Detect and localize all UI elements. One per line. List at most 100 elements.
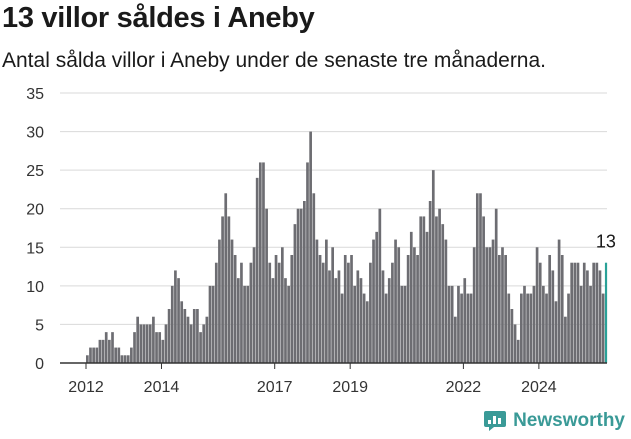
bar [240, 262, 243, 363]
bar [397, 247, 401, 363]
bar [381, 270, 385, 363]
bar [504, 255, 507, 363]
bar [598, 270, 602, 363]
bar [315, 239, 319, 363]
bar [224, 193, 228, 363]
bar [554, 301, 558, 363]
y-tick-label: 25 [26, 163, 44, 180]
bar [510, 309, 514, 363]
y-tick-label: 20 [26, 202, 44, 219]
bar [422, 216, 426, 363]
bar [145, 324, 149, 363]
bar [123, 355, 127, 363]
bar [485, 247, 489, 363]
bar [262, 162, 265, 363]
bar [186, 316, 190, 363]
y-tick-label: 0 [35, 356, 44, 373]
bar [117, 347, 121, 363]
bar [152, 316, 155, 363]
bar [101, 339, 105, 363]
bar [192, 309, 196, 363]
bar [199, 332, 202, 363]
bar [287, 285, 290, 363]
bar [513, 324, 517, 363]
bar [466, 293, 470, 363]
page-title: 13 villor såldes i Aneby [2, 2, 315, 34]
bar [526, 293, 529, 363]
bar [274, 255, 278, 363]
bar [189, 324, 193, 363]
bar [529, 293, 533, 363]
bar [233, 255, 237, 363]
x-tick-label: 2014 [144, 379, 180, 396]
x-tick-label: 2022 [446, 379, 482, 396]
highlight-bar [604, 262, 608, 363]
bar [523, 285, 526, 363]
brand: Newsworthy [483, 409, 625, 433]
bar [551, 270, 555, 363]
bar [409, 231, 413, 363]
bar [469, 293, 473, 363]
bar [243, 285, 246, 363]
bar [86, 355, 89, 363]
bar [592, 262, 596, 363]
bar [570, 262, 574, 363]
bar [306, 162, 309, 363]
y-tick-label: 5 [35, 317, 44, 334]
bar [142, 324, 146, 363]
bar [548, 255, 552, 363]
y-tick-label: 10 [26, 279, 44, 296]
bar [428, 201, 432, 363]
bar [384, 293, 388, 363]
bar [482, 216, 485, 363]
bar [205, 316, 209, 363]
bar [450, 285, 454, 363]
bar [472, 247, 476, 363]
bar [133, 332, 136, 363]
bar [431, 170, 435, 363]
bar [177, 278, 180, 363]
bar [403, 285, 407, 363]
bar [391, 262, 394, 363]
bar [328, 270, 331, 363]
bar [196, 309, 199, 363]
bar [356, 270, 360, 363]
bar [236, 278, 240, 363]
bar [114, 347, 117, 363]
bar [479, 193, 482, 363]
bar [453, 316, 457, 363]
bar [498, 255, 501, 363]
bar [158, 332, 162, 363]
bar [246, 285, 250, 363]
bar [435, 216, 438, 363]
bar [501, 247, 504, 363]
x-tick-label: 2017 [257, 379, 293, 396]
bar [425, 231, 429, 363]
bar [183, 309, 187, 363]
bar [95, 347, 99, 363]
y-tick-label: 35 [26, 86, 44, 103]
bar [218, 239, 221, 363]
bar [475, 193, 479, 363]
bar [542, 285, 545, 363]
bar [516, 339, 520, 363]
bar [582, 262, 586, 363]
bar [334, 278, 338, 363]
bar [164, 324, 168, 363]
bar [89, 347, 92, 363]
bar [280, 247, 284, 363]
bar [438, 208, 441, 363]
bar [148, 324, 152, 363]
bar [161, 339, 165, 363]
bar [293, 224, 297, 363]
bar [586, 270, 589, 363]
bar [108, 339, 111, 363]
bar [337, 270, 341, 363]
bar [299, 208, 303, 363]
bar [463, 278, 467, 363]
bar [340, 293, 344, 363]
page-subtitle: Antal sålda villor i Aneby under de sena… [2, 49, 547, 72]
bar [369, 262, 372, 363]
bar [416, 255, 419, 363]
